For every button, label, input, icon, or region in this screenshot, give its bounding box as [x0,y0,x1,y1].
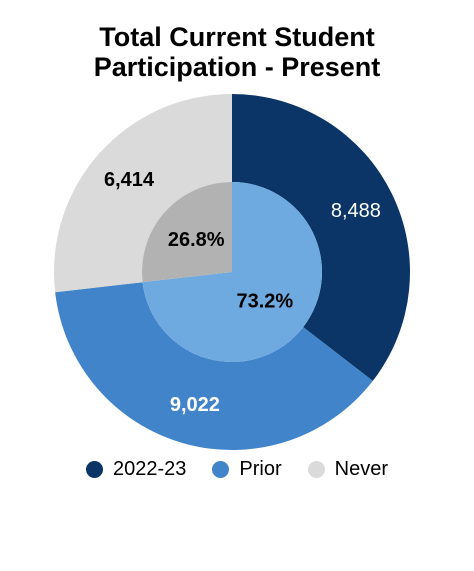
chart-legend: 2022-23 Prior Never [0,458,474,481]
legend-swatch-never [307,461,325,478]
outer-slice-2022-23 [232,94,410,381]
inner-slice-participated [142,182,323,362]
legend-label-prior: Prior [239,458,282,480]
inner-label-participated: 73.2% [236,290,293,312]
inner-slice-never [142,182,232,283]
legend-swatch-prior [212,461,230,478]
legend-label-never: Never [334,458,388,480]
chart-title-line-2: Participation - Present [93,52,381,82]
data-labels: 8,488 9,022 6,414 73.2% 26.8% [104,169,381,416]
chart-title: Total Current Student Participation - Pr… [0,22,474,82]
legend-label-2022-23: 2022-23 [113,458,187,480]
chart-title-line-1: Total Current Student [99,22,375,52]
legend-item-never: Never [307,458,388,481]
legend-swatch-2022-23 [86,461,103,478]
legend-item-prior: Prior [212,458,282,481]
outer-label-prior: 9,022 [170,394,220,416]
outer-ring [53,94,410,450]
outer-slice-never [53,94,232,293]
outer-slice-prior [55,282,373,450]
legend-item-2022-23: 2022-23 [86,458,186,481]
outer-label-2022-23: 8,488 [331,200,381,222]
inner-label-never: 26.8% [168,229,225,251]
inner-pie [142,182,323,362]
outer-label-never: 6,414 [104,169,155,191]
